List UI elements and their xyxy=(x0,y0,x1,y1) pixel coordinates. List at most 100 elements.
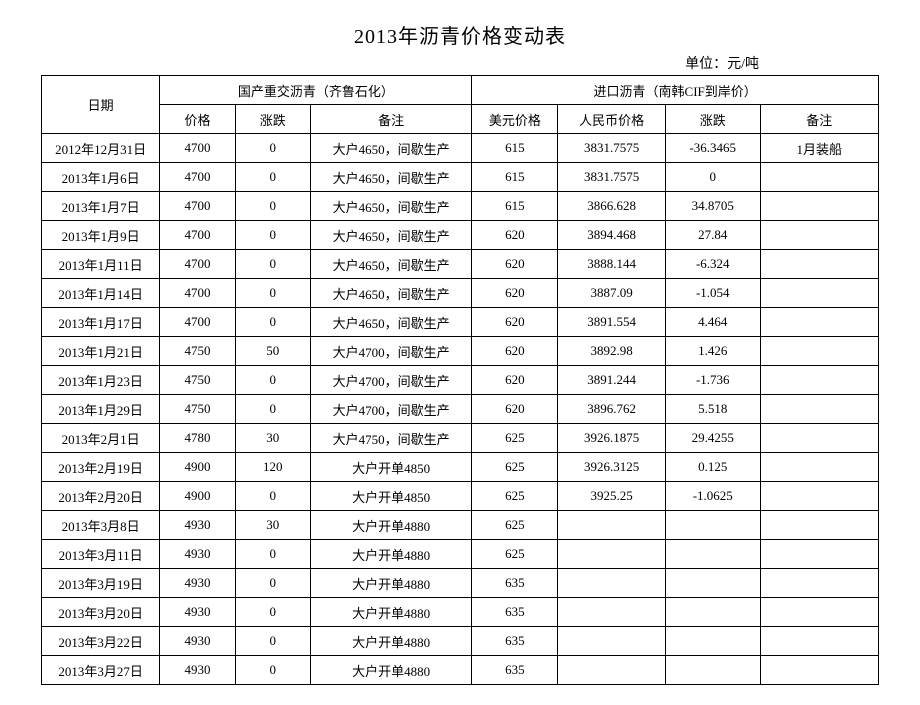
cell-ichg xyxy=(665,656,760,685)
cell-change: 30 xyxy=(235,511,310,540)
cell-irem xyxy=(760,627,878,656)
cell-irem xyxy=(760,453,878,482)
cell-rmb: 3831.7575 xyxy=(558,134,666,163)
cell-irem xyxy=(760,482,878,511)
cell-ichg: 4.464 xyxy=(665,308,760,337)
cell-irem: 1月装船 xyxy=(760,134,878,163)
cell-ichg: 29.4255 xyxy=(665,424,760,453)
cell-remark: 大户开单4880 xyxy=(310,511,471,540)
cell-date: 2013年3月20日 xyxy=(42,598,160,627)
cell-irem xyxy=(760,337,878,366)
cell-rmb: 3925.25 xyxy=(558,482,666,511)
cell-change: 0 xyxy=(235,221,310,250)
cell-change: 0 xyxy=(235,656,310,685)
cell-price: 4930 xyxy=(160,569,235,598)
cell-usd: 620 xyxy=(472,250,558,279)
table-row: 2013年1月7日47000大户4650，间歇生产6153866.62834.8… xyxy=(42,192,879,221)
cell-date: 2013年1月11日 xyxy=(42,250,160,279)
cell-rmb xyxy=(558,656,666,685)
cell-irem xyxy=(760,569,878,598)
cell-usd: 620 xyxy=(472,337,558,366)
cell-change: 0 xyxy=(235,482,310,511)
table-row: 2013年2月19日4900120大户开单48506253926.31250.1… xyxy=(42,453,879,482)
cell-rmb xyxy=(558,540,666,569)
cell-remark: 大户4700，间歇生产 xyxy=(310,395,471,424)
cell-ichg: -1.054 xyxy=(665,279,760,308)
cell-remark: 大户4650，间歇生产 xyxy=(310,134,471,163)
cell-rmb xyxy=(558,511,666,540)
cell-usd: 620 xyxy=(472,366,558,395)
table-row: 2013年1月11日47000大户4650，间歇生产6203888.144-6.… xyxy=(42,250,879,279)
table-row: 2013年3月27日49300大户开单4880635 xyxy=(42,656,879,685)
cell-change: 0 xyxy=(235,598,310,627)
cell-change: 0 xyxy=(235,308,310,337)
cell-usd: 625 xyxy=(472,482,558,511)
cell-ichg: -36.3465 xyxy=(665,134,760,163)
cell-ichg: 27.84 xyxy=(665,221,760,250)
cell-remark: 大户开单4850 xyxy=(310,482,471,511)
cell-price: 4700 xyxy=(160,221,235,250)
cell-remark: 大户4700，间歇生产 xyxy=(310,366,471,395)
cell-date: 2013年2月20日 xyxy=(42,482,160,511)
header-import-change: 涨跌 xyxy=(665,105,760,134)
cell-rmb xyxy=(558,598,666,627)
cell-ichg: -1.0625 xyxy=(665,482,760,511)
cell-usd: 620 xyxy=(472,395,558,424)
cell-usd: 620 xyxy=(472,279,558,308)
cell-ichg: -1.736 xyxy=(665,366,760,395)
cell-remark: 大户4650，间歇生产 xyxy=(310,192,471,221)
cell-date: 2013年2月19日 xyxy=(42,453,160,482)
header-usd-price: 美元价格 xyxy=(472,105,558,134)
cell-date: 2013年1月7日 xyxy=(42,192,160,221)
cell-date: 2013年1月21日 xyxy=(42,337,160,366)
cell-rmb: 3887.09 xyxy=(558,279,666,308)
cell-irem xyxy=(760,250,878,279)
cell-change: 0 xyxy=(235,627,310,656)
cell-usd: 620 xyxy=(472,221,558,250)
cell-price: 4750 xyxy=(160,366,235,395)
cell-remark: 大户4750，间歇生产 xyxy=(310,424,471,453)
cell-usd: 625 xyxy=(472,453,558,482)
cell-price: 4700 xyxy=(160,308,235,337)
cell-ichg: 5.518 xyxy=(665,395,760,424)
cell-rmb: 3891.244 xyxy=(558,366,666,395)
cell-remark: 大户4650，间歇生产 xyxy=(310,221,471,250)
cell-change: 120 xyxy=(235,453,310,482)
cell-remark: 大户开单4880 xyxy=(310,656,471,685)
cell-date: 2013年3月8日 xyxy=(42,511,160,540)
cell-ichg xyxy=(665,598,760,627)
cell-date: 2013年3月22日 xyxy=(42,627,160,656)
cell-remark: 大户开单4850 xyxy=(310,453,471,482)
cell-ichg: 0.125 xyxy=(665,453,760,482)
table-row: 2013年3月22日49300大户开单4880635 xyxy=(42,627,879,656)
table-row: 2013年1月21日475050大户4700，间歇生产6203892.981.4… xyxy=(42,337,879,366)
price-table: 日期 国产重交沥青（齐鲁石化） 进口沥青（南韩CIF到岸价） 价格 涨跌 备注 … xyxy=(41,75,879,685)
cell-usd: 625 xyxy=(472,540,558,569)
table-row: 2013年2月20日49000大户开单48506253925.25-1.0625 xyxy=(42,482,879,511)
header-remark: 备注 xyxy=(310,105,471,134)
cell-date: 2013年3月27日 xyxy=(42,656,160,685)
header-import-group: 进口沥青（南韩CIF到岸价） xyxy=(472,76,879,105)
cell-ichg: 34.8705 xyxy=(665,192,760,221)
cell-change: 0 xyxy=(235,279,310,308)
header-change: 涨跌 xyxy=(235,105,310,134)
cell-price: 4700 xyxy=(160,279,235,308)
cell-remark: 大户开单4880 xyxy=(310,569,471,598)
header-row-2: 价格 涨跌 备注 美元价格 人民币价格 涨跌 备注 xyxy=(42,105,879,134)
cell-irem xyxy=(760,424,878,453)
table-row: 2013年1月6日47000大户4650，间歇生产6153831.75750 xyxy=(42,163,879,192)
unit-label: 单位：元/吨 xyxy=(41,53,879,73)
header-row-1: 日期 国产重交沥青（齐鲁石化） 进口沥青（南韩CIF到岸价） xyxy=(42,76,879,105)
cell-irem xyxy=(760,308,878,337)
cell-price: 4750 xyxy=(160,337,235,366)
cell-rmb xyxy=(558,569,666,598)
cell-irem xyxy=(760,656,878,685)
header-rmb-price: 人民币价格 xyxy=(558,105,666,134)
cell-irem xyxy=(760,511,878,540)
cell-remark: 大户4650，间歇生产 xyxy=(310,279,471,308)
header-date: 日期 xyxy=(42,76,160,134)
cell-usd: 625 xyxy=(472,424,558,453)
cell-change: 50 xyxy=(235,337,310,366)
cell-price: 4700 xyxy=(160,163,235,192)
cell-price: 4700 xyxy=(160,192,235,221)
